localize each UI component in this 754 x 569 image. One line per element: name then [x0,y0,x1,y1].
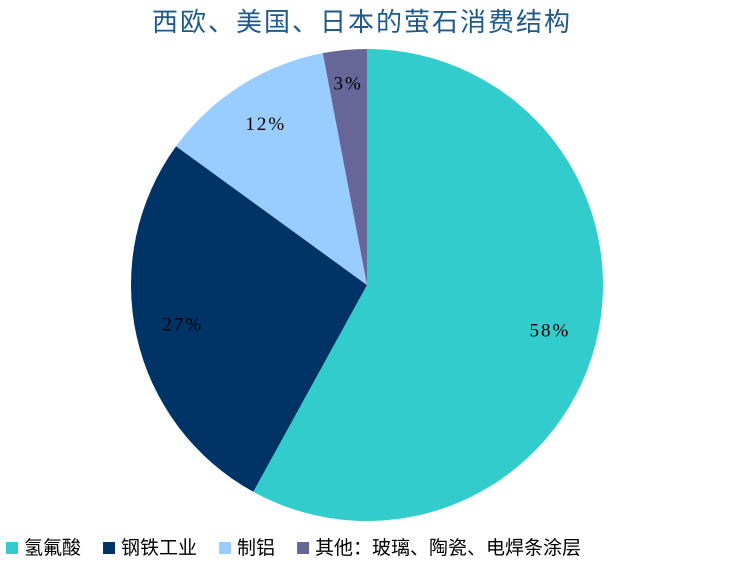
value-label: 58% [529,320,570,341]
legend-swatch [103,542,116,554]
pie-slice [176,53,367,286]
legend-label: 钢铁工业 [121,537,197,559]
pie-slice [322,49,367,285]
chart-title: 西欧、美国、日本的萤石消费结构 [152,8,572,38]
pie-slice [253,49,603,521]
pie-slice [130,146,367,492]
legend-swatch [219,542,232,554]
legend-swatch [6,542,18,554]
legend: 氢氟酸 钢铁工业 制铝 其他：玻璃、陶瓷、电焊条涂层 [6,537,581,559]
value-label: 12% [245,114,286,135]
pie: 58% 27% 12% 3% [130,49,603,521]
value-label: 3% [333,74,362,95]
legend-label: 其他：玻璃、陶瓷、电焊条涂层 [315,537,581,559]
legend-label: 制铝 [237,537,275,559]
value-label: 27% [162,315,203,336]
legend-label: 氢氟酸 [24,537,81,559]
legend-swatch [297,542,310,554]
